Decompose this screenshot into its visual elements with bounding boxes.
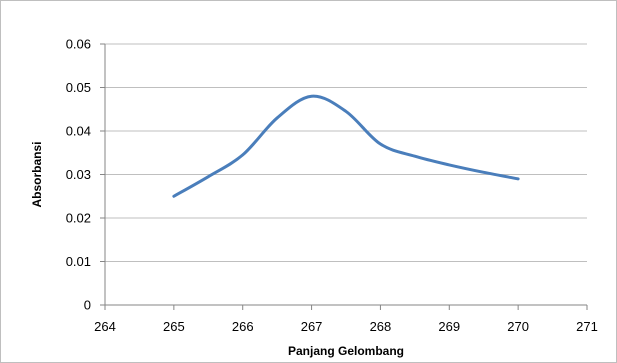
- axes: [100, 43, 588, 310]
- y-tick-label: 0: [84, 298, 91, 313]
- y-axis-title: Absorbansi: [30, 141, 44, 207]
- y-tick-label: 0.02: [66, 211, 91, 226]
- y-tick-label: 0.04: [66, 124, 91, 139]
- series-line-0: [172, 94, 520, 198]
- x-tick-label: 271: [576, 319, 598, 334]
- x-tick-label: 265: [163, 319, 185, 334]
- y-tick-label: 0.06: [66, 37, 91, 52]
- series-group: [172, 94, 520, 198]
- x-tick-label: 264: [94, 319, 116, 334]
- x-axis-title: Panjang Gelombang: [288, 344, 404, 358]
- y-tick-labels: 0 0.01 0.02 0.03 0.04 0.05 0.06: [66, 37, 91, 313]
- x-tick-label: 267: [301, 319, 323, 334]
- y-tick-label: 0.05: [66, 80, 91, 95]
- grid-lines: [105, 43, 587, 262]
- x-tick-label: 268: [370, 319, 392, 334]
- x-tick-label: 266: [232, 319, 254, 334]
- y-tick-label: 0.01: [66, 254, 91, 269]
- y-tick-label: 0.03: [66, 167, 91, 182]
- x-tick-label: 269: [438, 319, 460, 334]
- x-tick-labels: 264 265 266 267 268 269 270 271: [94, 319, 598, 334]
- x-tick-label: 270: [507, 319, 529, 334]
